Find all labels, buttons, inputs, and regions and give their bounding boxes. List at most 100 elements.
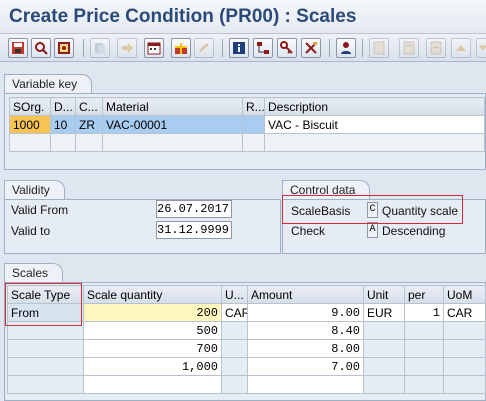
cell-scale-quantity[interactable]	[83, 375, 222, 394]
header-distribution-channel[interactable]: D...	[50, 97, 76, 116]
cell-distribution-channel[interactable]: 10	[50, 115, 76, 134]
cell-scale-type[interactable]: From	[7, 303, 84, 322]
doc-icon[interactable]	[369, 38, 389, 58]
cell-scale-unit[interactable]: CAR	[221, 303, 248, 322]
header-material[interactable]: Material	[102, 97, 243, 116]
scale-basis-label: ScaleBasis	[291, 204, 351, 218]
arrow-down-icon[interactable]	[476, 38, 486, 58]
tools-icon[interactable]	[301, 38, 321, 58]
cell-release-status[interactable]	[242, 115, 265, 134]
cell-uom[interactable]	[443, 375, 486, 394]
cell-scale-unit[interactable]	[221, 375, 248, 394]
cell-unit[interactable]	[363, 375, 405, 394]
forward-icon[interactable]	[117, 38, 137, 58]
check-code[interactable]: A	[367, 222, 378, 238]
table-row[interactable]: 1000 10 ZR VAC-00001 VAC - Biscuit	[9, 115, 485, 134]
scale-basis-highlight	[282, 195, 463, 224]
header-uom[interactable]: UoM	[443, 285, 486, 304]
cell-material[interactable]: VAC-00001	[102, 115, 243, 134]
table-row[interactable]: 1,000 7.00	[7, 357, 486, 376]
scales-table: Scale Type Scale quantity U... Amount Un…	[7, 285, 486, 394]
control-data-section: Control data ScaleBasis C Quantity scale…	[282, 180, 486, 254]
check-text: Descending	[382, 224, 446, 238]
edit-icon[interactable]	[194, 38, 214, 58]
cell-uom[interactable]	[443, 339, 486, 358]
variable-key-section: Variable key SOrg. D... C... Material R.…	[4, 74, 486, 170]
cell-uom[interactable]	[443, 357, 486, 376]
cell-amount[interactable]: 7.00	[247, 357, 364, 376]
header-amount[interactable]: Amount	[247, 285, 364, 304]
scale-basis-code[interactable]: C	[367, 202, 378, 218]
cell-amount[interactable]	[247, 375, 364, 394]
check-label: Check	[291, 224, 326, 238]
scale-type-highlight	[5, 283, 82, 326]
cell-per[interactable]: 1	[404, 303, 444, 322]
scale-basis-text: Quantity scale	[382, 204, 459, 218]
cell-amount[interactable]: 8.40	[247, 321, 364, 340]
table-row[interactable]	[7, 375, 486, 394]
cell-unit[interactable]	[363, 339, 405, 358]
cell-amount[interactable]: 8.00	[247, 339, 364, 358]
application-toolbar	[0, 34, 486, 62]
cell-scale-quantity[interactable]: 500	[83, 321, 222, 340]
copy-icon[interactable]	[90, 38, 110, 58]
cell-scale-unit[interactable]	[221, 339, 248, 358]
table-row[interactable]: From 200 CAR 9.00 EUR 1 CAR	[7, 303, 486, 322]
validity-tab: Validity	[4, 180, 65, 199]
valid-from-label: Valid From	[11, 203, 69, 217]
variable-key-tab: Variable key	[4, 74, 93, 93]
cell-scale-type[interactable]	[7, 375, 84, 394]
gift-icon[interactable]	[171, 38, 191, 58]
header-scale-quantity[interactable]: Scale quantity	[83, 285, 222, 304]
cell-customer-group[interactable]: ZR	[75, 115, 103, 134]
cell-unit[interactable]	[363, 357, 405, 376]
cell-scale-quantity[interactable]: 1,000	[83, 357, 222, 376]
valid-to-field[interactable]: 31.12.9999	[156, 221, 232, 239]
cell-scale-type[interactable]	[7, 357, 84, 376]
header-scale-unit[interactable]: U...	[221, 285, 248, 304]
cell-unit[interactable]	[363, 321, 405, 340]
key-icon[interactable]	[277, 38, 297, 58]
info-icon[interactable]	[229, 38, 249, 58]
validity-section: Validity Valid From 26.07.2017 Valid to …	[4, 180, 281, 254]
window-title: Create Price Condition (PR00) : Scales	[0, 0, 486, 34]
cell-uom[interactable]: CAR	[443, 303, 486, 322]
doc3-icon[interactable]	[426, 38, 446, 58]
cell-description: VAC - Biscuit	[264, 115, 485, 134]
scales-tab: Scales	[4, 263, 64, 282]
header-customer-group[interactable]: C...	[75, 97, 103, 116]
cell-scale-unit[interactable]	[221, 321, 248, 340]
cell-scale-quantity[interactable]: 200	[83, 303, 222, 322]
cell-sales-org[interactable]: 1000	[9, 115, 51, 134]
cell-uom[interactable]	[443, 321, 486, 340]
table-row[interactable]: 700 8.00	[7, 339, 486, 358]
find-icon[interactable]	[31, 38, 51, 58]
cell-amount[interactable]: 9.00	[247, 303, 364, 322]
structure-icon[interactable]	[253, 38, 273, 58]
header-scale-type[interactable]: Scale Type	[7, 285, 84, 304]
cell-scale-quantity[interactable]: 700	[83, 339, 222, 358]
display-icon[interactable]	[54, 38, 74, 58]
header-sales-org[interactable]: SOrg.	[9, 97, 51, 116]
cell-scale-type[interactable]	[7, 339, 84, 358]
cell-per[interactable]	[404, 375, 444, 394]
valid-to-label: Valid to	[11, 224, 51, 238]
arrow-up-icon[interactable]	[451, 38, 471, 58]
person-icon[interactable]	[336, 38, 356, 58]
header-unit[interactable]: Unit	[363, 285, 405, 304]
control-data-tab: Control data	[282, 180, 371, 199]
cell-per[interactable]	[404, 321, 444, 340]
doc2-icon[interactable]	[399, 38, 419, 58]
header-description[interactable]: Description	[264, 97, 485, 116]
header-release-status[interactable]: R...	[242, 97, 265, 116]
cell-per[interactable]	[404, 339, 444, 358]
table-row[interactable]: 500 8.40	[7, 321, 486, 340]
valid-from-field[interactable]: 26.07.2017	[156, 200, 232, 218]
save-icon[interactable]	[8, 38, 28, 58]
cell-unit[interactable]: EUR	[363, 303, 405, 322]
cell-scale-unit[interactable]	[221, 357, 248, 376]
header-per[interactable]: per	[404, 285, 444, 304]
cell-per[interactable]	[404, 357, 444, 376]
variable-key-table: SOrg. D... C... Material R... Descriptio…	[9, 97, 485, 152]
calendar-icon[interactable]	[144, 38, 164, 58]
